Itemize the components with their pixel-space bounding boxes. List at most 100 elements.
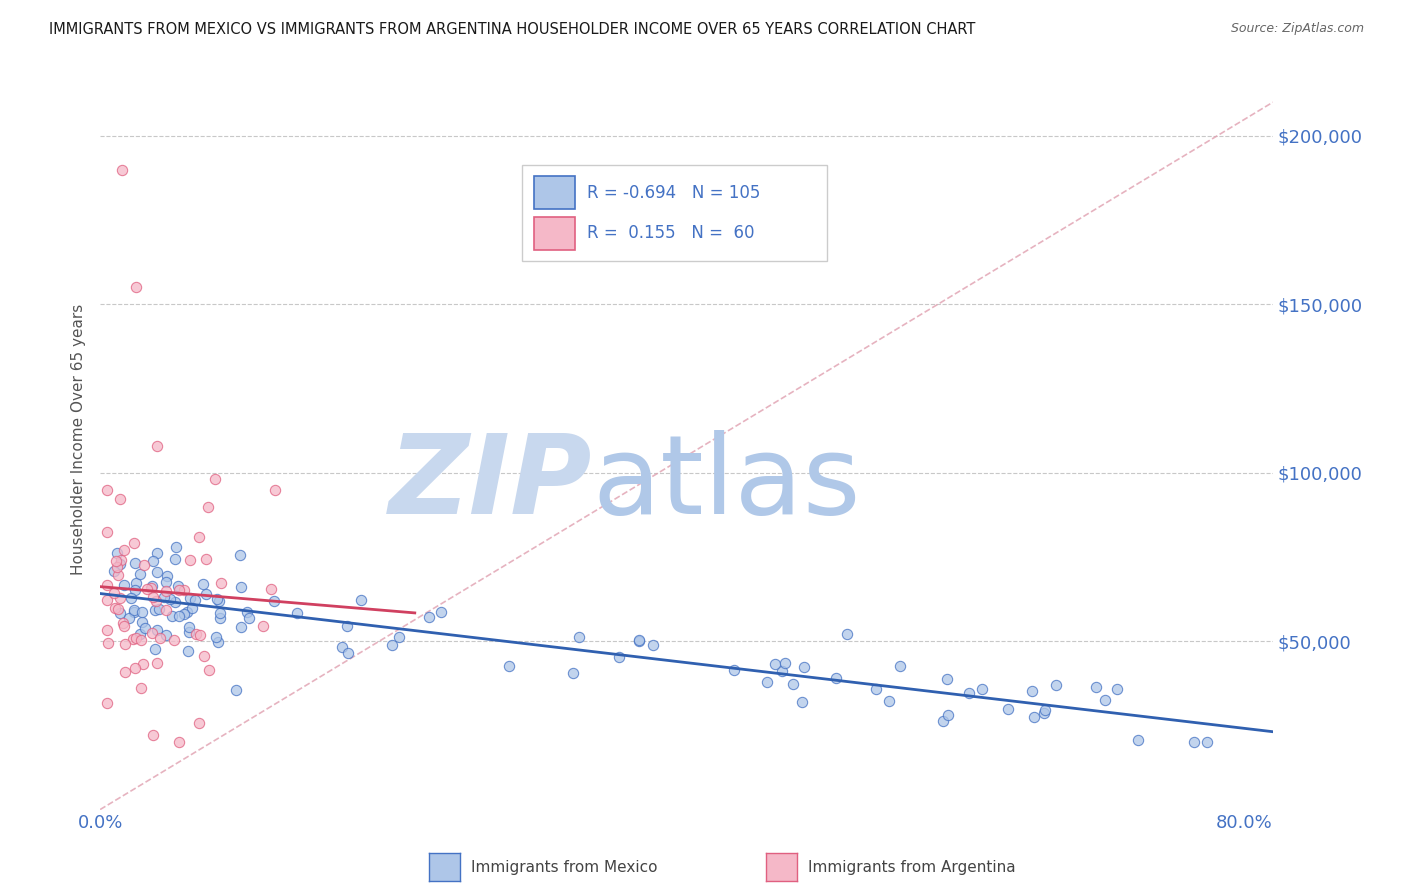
Point: [205, 591, 228, 606]
Y-axis label: Householder Income Over 65 years: Householder Income Over 65 years: [72, 303, 86, 574]
Point: [145, 565, 167, 579]
Point: [205, 630, 228, 644]
Point: [179, 620, 201, 634]
Text: IMMIGRANTS FROM MEXICO VS IMMIGRANTS FROM ARGENTINA HOUSEHOLDER INCOME OVER 65 Y: IMMIGRANTS FROM MEXICO VS IMMIGRANTS FRO…: [49, 22, 976, 37]
Point: [110, 162, 132, 177]
Point: [350, 592, 373, 607]
Point: [627, 634, 650, 648]
Point: [142, 728, 165, 742]
Point: [108, 606, 131, 620]
Point: [191, 577, 214, 591]
Point: [105, 546, 128, 560]
Point: [143, 641, 166, 656]
Point: [285, 606, 308, 620]
Point: [129, 633, 152, 648]
Point: [139, 581, 162, 595]
Point: [380, 639, 402, 653]
Point: [252, 619, 274, 633]
Point: [936, 707, 959, 722]
Point: [498, 659, 520, 673]
Text: Immigrants from Mexico: Immigrants from Mexico: [471, 860, 658, 874]
Point: [641, 638, 664, 652]
Point: [179, 552, 201, 566]
Point: [209, 611, 232, 625]
Point: [163, 552, 186, 566]
Point: [122, 536, 145, 550]
Point: [96, 592, 118, 607]
Point: [146, 623, 169, 637]
Point: [125, 280, 148, 294]
Point: [134, 621, 156, 635]
Point: [122, 605, 145, 619]
Point: [108, 492, 131, 507]
Point: [568, 630, 591, 644]
Point: [160, 609, 183, 624]
Point: [96, 524, 118, 539]
Point: [1022, 710, 1045, 724]
Point: [124, 661, 146, 675]
Point: [208, 594, 231, 608]
Point: [997, 701, 1019, 715]
Point: [1195, 735, 1218, 749]
Point: [96, 578, 118, 592]
Point: [145, 603, 167, 617]
Point: [110, 553, 132, 567]
Point: [197, 663, 219, 677]
Point: [167, 608, 190, 623]
Point: [141, 579, 163, 593]
Point: [155, 628, 177, 642]
Point: [176, 605, 198, 619]
Point: [195, 552, 218, 566]
Point: [156, 569, 179, 583]
Point: [163, 633, 186, 648]
Point: [121, 632, 143, 646]
Point: [238, 611, 260, 625]
Point: [188, 530, 211, 544]
Point: [124, 583, 146, 598]
Point: [188, 715, 211, 730]
Point: [330, 640, 353, 655]
Text: atlas: atlas: [593, 430, 862, 537]
Point: [193, 649, 215, 664]
Point: [117, 610, 139, 624]
Point: [155, 584, 177, 599]
Point: [972, 681, 994, 696]
Point: [1021, 683, 1043, 698]
Point: [177, 625, 200, 640]
Point: [225, 683, 247, 698]
Point: [628, 633, 651, 648]
Point: [228, 548, 250, 562]
Point: [96, 697, 118, 711]
Point: [110, 591, 132, 605]
Point: [167, 735, 190, 749]
Point: [790, 695, 813, 709]
Text: R = -0.694   N = 105: R = -0.694 N = 105: [586, 184, 761, 202]
Point: [607, 650, 630, 665]
Point: [1045, 678, 1067, 692]
Point: [179, 591, 201, 606]
Text: Source: ZipAtlas.com: Source: ZipAtlas.com: [1230, 22, 1364, 36]
Point: [1094, 693, 1116, 707]
Point: [723, 663, 745, 677]
Point: [1084, 681, 1107, 695]
Point: [763, 657, 786, 672]
Point: [103, 586, 125, 600]
Point: [146, 439, 169, 453]
Point: [773, 657, 796, 671]
Point: [142, 554, 165, 568]
Point: [184, 593, 207, 607]
Point: [105, 560, 128, 574]
Point: [263, 483, 285, 497]
Point: [173, 582, 195, 597]
Point: [235, 606, 257, 620]
Point: [197, 500, 219, 515]
Point: [96, 483, 118, 497]
Point: [124, 556, 146, 570]
Point: [755, 675, 778, 690]
Point: [134, 558, 156, 573]
Point: [125, 631, 148, 645]
Point: [131, 615, 153, 629]
Point: [931, 714, 953, 728]
Point: [263, 594, 285, 608]
Point: [166, 579, 188, 593]
